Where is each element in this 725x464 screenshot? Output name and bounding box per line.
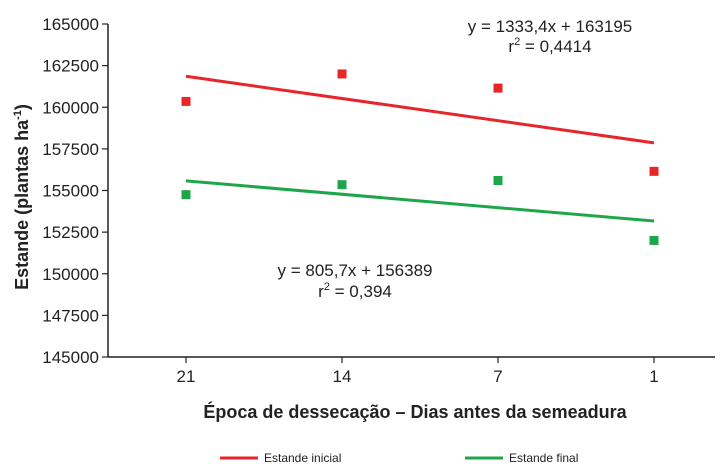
equation-estande-inicial: y = 1333,4x + 163195 r2 = 0,4414 (468, 17, 632, 56)
data-points (181, 69, 659, 245)
x-axis-ticks: 21 14 7 1 (177, 357, 659, 386)
x-axis-title: Época de dessecação – Dias antes da seme… (203, 401, 627, 422)
point-estande-final-1 (649, 235, 659, 245)
y-tick-label: 145000 (42, 348, 99, 367)
trendlines (185, 74, 655, 223)
y-tick-label: 160000 (42, 98, 99, 117)
svg-text:y = 805,7x + 156389: y = 805,7x + 156389 (277, 261, 432, 280)
y-tick-label: 162500 (42, 57, 99, 76)
y-tick-label: 152500 (42, 223, 99, 242)
legend-item-estande-inicial: Estande inicial (220, 451, 341, 464)
point-estande-inicial-21 (181, 96, 191, 106)
trendline-estande-inicial (185, 74, 655, 145)
point-estande-final-7 (493, 176, 503, 186)
point-estande-final-21 (181, 190, 191, 200)
svg-text:r2 = 0,4414: r2 = 0,4414 (508, 36, 591, 56)
y-axis-ticks: 145000 147500 150000 152500 155000 157500 1600… (42, 15, 108, 367)
legend-label-estande-final: Estande final (509, 451, 578, 464)
x-tick-label: 21 (177, 367, 196, 386)
legend-label-estande-inicial: Estande inicial (264, 451, 341, 464)
legend: Estande inicial Estande final (220, 451, 578, 464)
legend-item-estande-final: Estande final (465, 451, 578, 464)
trendline-estande-final (185, 179, 655, 223)
y-tick-label: 157500 (42, 140, 99, 159)
point-estande-final-14 (337, 180, 347, 190)
equation-estande-final: y = 805,7x + 156389 r2 = 0,394 (277, 261, 432, 301)
y-tick-label: 165000 (42, 15, 99, 34)
point-estande-inicial-14 (337, 69, 347, 79)
x-tick-label: 14 (333, 367, 352, 386)
point-estande-inicial-7 (493, 83, 503, 93)
svg-text:r2 = 0,394: r2 = 0,394 (318, 281, 392, 301)
x-tick-label: 1 (649, 367, 658, 386)
svg-text:y = 1333,4x + 163195: y = 1333,4x + 163195 (468, 17, 632, 36)
y-tick-label: 147500 (42, 306, 99, 325)
y-axis-title: Estande (plantas ha-1) (12, 104, 32, 290)
point-estande-inicial-1 (649, 166, 659, 176)
y-tick-label: 150000 (42, 265, 99, 284)
x-tick-label: 7 (493, 367, 502, 386)
y-tick-label: 155000 (42, 182, 99, 201)
